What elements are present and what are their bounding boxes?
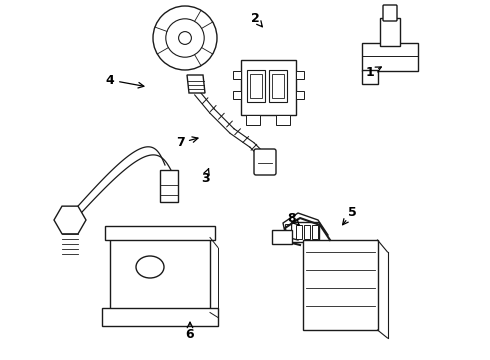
FancyBboxPatch shape (246, 115, 260, 125)
Circle shape (166, 19, 204, 57)
FancyBboxPatch shape (102, 307, 218, 325)
FancyBboxPatch shape (296, 225, 302, 239)
FancyBboxPatch shape (383, 5, 397, 21)
FancyBboxPatch shape (272, 74, 284, 98)
FancyBboxPatch shape (110, 238, 210, 312)
FancyBboxPatch shape (276, 115, 290, 125)
FancyBboxPatch shape (241, 60, 295, 115)
FancyBboxPatch shape (285, 224, 291, 240)
FancyBboxPatch shape (312, 225, 318, 239)
Text: 3: 3 (201, 171, 209, 184)
FancyBboxPatch shape (269, 70, 287, 102)
FancyBboxPatch shape (380, 18, 400, 46)
FancyBboxPatch shape (295, 91, 303, 99)
FancyBboxPatch shape (295, 71, 303, 79)
FancyBboxPatch shape (362, 43, 418, 71)
Text: 2: 2 (250, 12, 259, 24)
Text: 5: 5 (347, 207, 356, 220)
Text: 8: 8 (288, 211, 296, 225)
FancyBboxPatch shape (250, 74, 262, 98)
Circle shape (153, 6, 217, 70)
Text: 4: 4 (106, 73, 114, 86)
Text: 1: 1 (366, 67, 374, 80)
FancyBboxPatch shape (105, 225, 215, 239)
FancyBboxPatch shape (232, 91, 241, 99)
Text: 7: 7 (175, 136, 184, 149)
Ellipse shape (136, 256, 164, 278)
Text: 6: 6 (186, 328, 195, 342)
Circle shape (178, 32, 192, 44)
FancyBboxPatch shape (362, 70, 378, 84)
FancyBboxPatch shape (272, 230, 292, 244)
FancyBboxPatch shape (304, 225, 310, 239)
Polygon shape (187, 75, 205, 93)
FancyBboxPatch shape (254, 149, 276, 175)
FancyBboxPatch shape (247, 70, 265, 102)
FancyBboxPatch shape (232, 71, 241, 79)
FancyBboxPatch shape (160, 170, 178, 202)
FancyBboxPatch shape (291, 222, 319, 242)
FancyBboxPatch shape (302, 240, 377, 330)
